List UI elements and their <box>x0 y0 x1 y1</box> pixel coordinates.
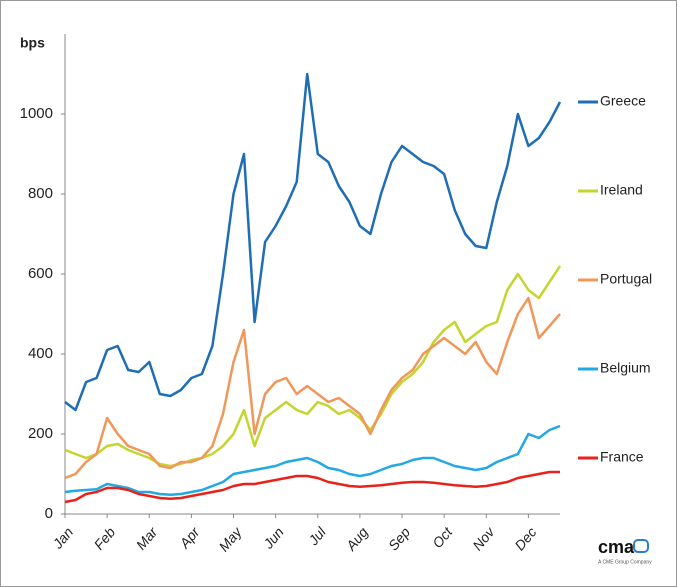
y-tick-label: 800 <box>28 185 53 202</box>
series-line <box>64 470 560 504</box>
logo: cma <box>598 537 635 557</box>
legend-label: Ireland <box>600 182 643 198</box>
legend-label: Portugal <box>600 271 652 287</box>
logo-icon <box>633 539 649 553</box>
series-line <box>64 265 562 468</box>
y-axis-label: bps <box>20 35 45 51</box>
y-tick-label: 400 <box>28 345 53 362</box>
y-tick-label: 0 <box>45 505 53 522</box>
legend-label: Belgium <box>600 360 651 376</box>
series-line <box>64 424 561 497</box>
legend-label: Greece <box>600 93 646 109</box>
series-line <box>64 296 561 480</box>
legend-label: France <box>600 449 644 465</box>
y-tick-label: 600 <box>28 265 53 282</box>
series-line <box>64 72 562 412</box>
y-tick-label: 200 <box>28 425 53 442</box>
y-tick-label: 1000 <box>20 105 53 122</box>
logo-caption: A CME Group Company <box>598 559 652 565</box>
